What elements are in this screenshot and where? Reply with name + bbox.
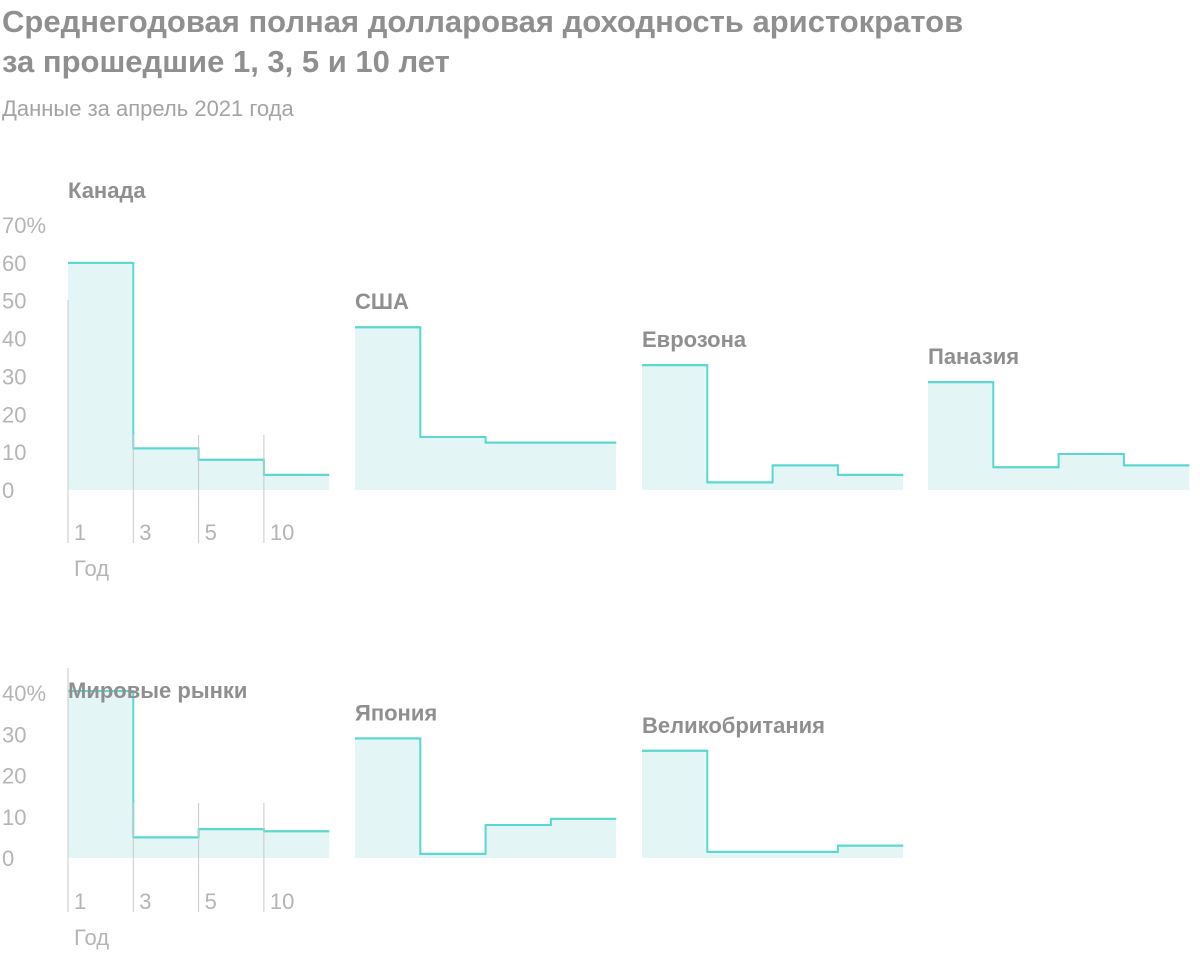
y-tick-label: 40%	[2, 681, 46, 706]
chart-title: Среднегодовая полная долларовая доходнос…	[2, 2, 1192, 82]
panel-1: Мировые рынки 1 3 5 10 Год	[67, 668, 330, 950]
panel-1: Канада 1 3 5 10 Год	[67, 178, 330, 581]
panel-title: США	[355, 289, 409, 314]
y-tick-label: 20	[2, 402, 26, 427]
step-line	[355, 737, 617, 855]
panel-2: США	[355, 289, 617, 490]
y-tick-label: 10	[2, 440, 26, 465]
x-tick-label: 1	[74, 520, 86, 545]
chart-subtitle: Данные за апрель 2021 года	[2, 96, 294, 121]
panel-title: Канада	[68, 178, 146, 203]
area-fill	[928, 382, 1190, 490]
panel-title: Паназия	[928, 344, 1019, 369]
chart-row-2: 0 10 20 30 40% Мировые рынки 1 3 5 10 Год Япония Вел…	[2, 668, 904, 950]
x-tick-label: 10	[270, 520, 294, 545]
y-tick-label: 0	[2, 478, 14, 503]
chart-title-line2: за прошедшие 1, 3, 5 и 10 лет	[2, 44, 450, 79]
panel-3: Еврозона	[642, 327, 904, 490]
panel-3: Великобритания	[642, 713, 904, 858]
y-tick-label: 60	[2, 251, 26, 276]
y-tick-label: 50	[2, 289, 26, 314]
x-tick-label: 3	[139, 889, 151, 914]
y-tick-label: 30	[2, 364, 26, 389]
panel-2: Япония	[355, 700, 617, 858]
area-fill	[642, 750, 904, 858]
panel-4: Паназия	[928, 344, 1190, 490]
x-tick-label: 5	[205, 520, 217, 545]
y-tick-label: 70%	[2, 213, 46, 238]
area-fill	[355, 327, 617, 490]
chart-title-line1: Среднегодовая полная долларовая доходнос…	[2, 4, 964, 39]
y-tick-label: 30	[2, 722, 26, 747]
step-line	[642, 364, 904, 484]
step-line	[928, 381, 1190, 469]
y-tick-label: 40	[2, 327, 26, 352]
chart-row-1: 0 10 20 30 40 50 60 70% Канада 1 3 5 10 Год США Еврозон…	[2, 178, 1190, 581]
y-tick-label: 10	[2, 805, 26, 830]
y-tick-label: 20	[2, 764, 26, 789]
x-tick-label: 10	[270, 889, 294, 914]
panel-title: Еврозона	[642, 327, 747, 352]
y-tick-label: 0	[2, 846, 14, 871]
x-axis-label: Год	[74, 925, 109, 950]
panel-title: Япония	[355, 700, 437, 725]
panel-title: Мировые рынки	[68, 678, 247, 703]
x-tick-label: 5	[205, 889, 217, 914]
panel-title: Великобритания	[642, 713, 825, 738]
x-tick-label: 1	[74, 889, 86, 914]
x-tick-label: 3	[139, 520, 151, 545]
x-axis-label: Год	[74, 556, 109, 581]
